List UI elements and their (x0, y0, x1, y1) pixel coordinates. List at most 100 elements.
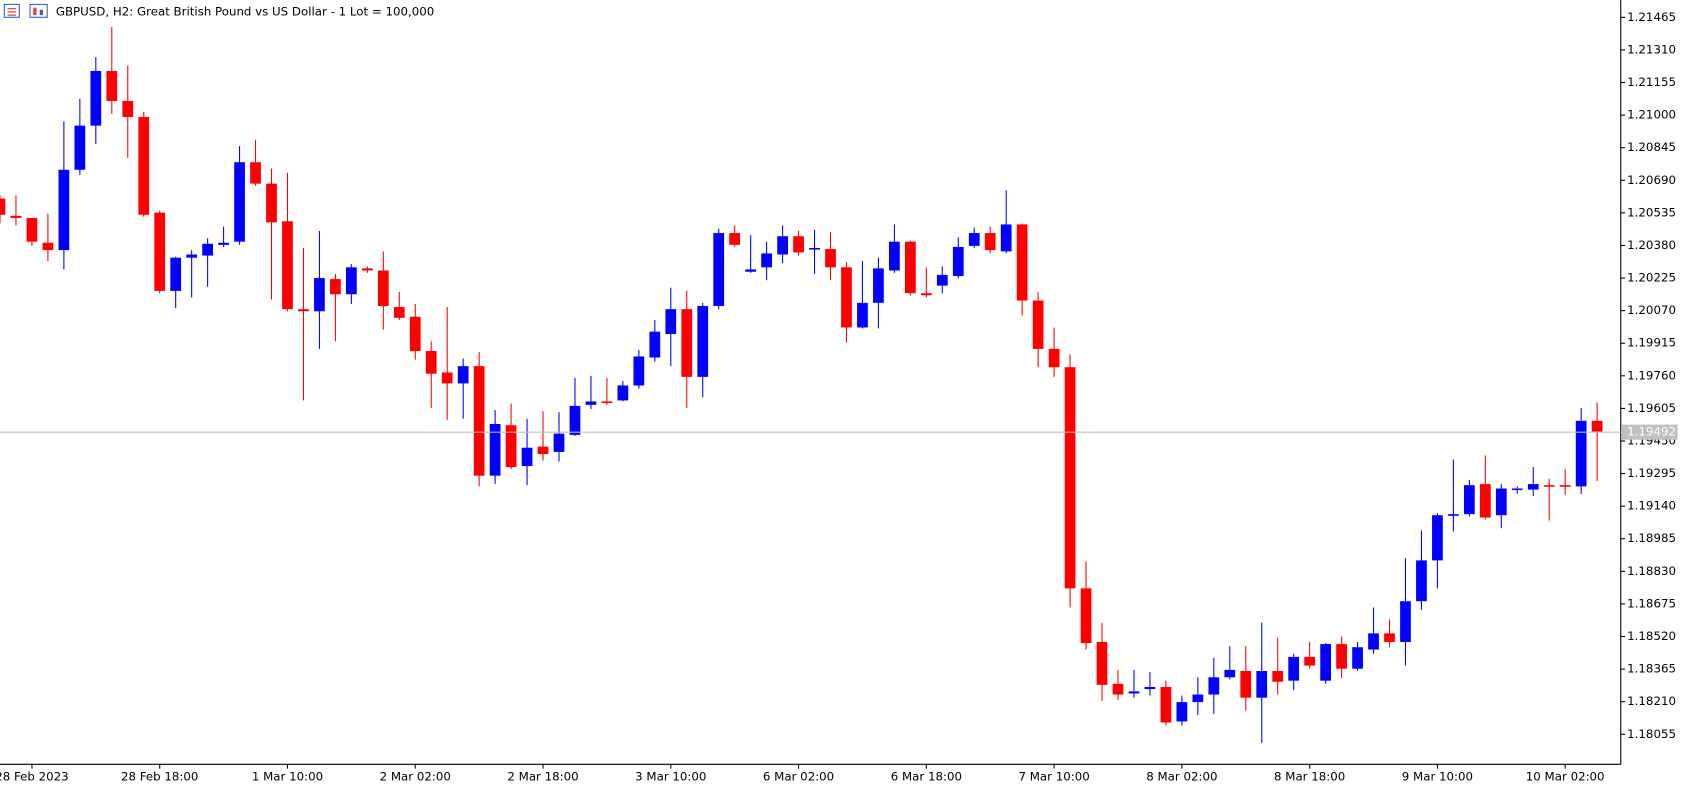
candle-body (218, 242, 229, 245)
candle-body (1112, 683, 1124, 695)
candle-body (601, 401, 613, 404)
y-tick-label: 1.20380 (1627, 238, 1676, 252)
candle-body (234, 162, 245, 242)
x-tick-label: 28 Feb 2023 (0, 770, 69, 784)
candle-body (1128, 691, 1140, 694)
candle-body (1016, 224, 1028, 301)
candle-body (1368, 633, 1379, 650)
x-tick-label: 2 Mar 18:00 (507, 770, 578, 784)
candle-body (1080, 588, 1092, 644)
candle-body (649, 331, 661, 358)
candle-body (761, 253, 772, 268)
candle-body (1320, 644, 1331, 681)
x-tick-label: 6 Mar 18:00 (891, 770, 962, 784)
candle-body (1495, 488, 1507, 516)
candle-body (889, 241, 900, 271)
candle-body (1559, 485, 1571, 487)
candle-body (266, 183, 277, 223)
candle-body (106, 70, 118, 102)
candle-body (569, 405, 581, 435)
chart-title: GBPUSD, H2: Great British Pound vs US Do… (56, 4, 434, 18)
candle-body (633, 356, 645, 386)
candle-body (425, 351, 437, 374)
candle-body (202, 243, 213, 256)
candle-body (1384, 633, 1395, 642)
candle-body (154, 212, 166, 291)
candle-body (346, 267, 357, 295)
x-tick-label: 3 Mar 10:00 (635, 770, 706, 784)
candle-body (1543, 485, 1555, 487)
candle-body (1448, 514, 1459, 516)
candle-body (1240, 670, 1252, 698)
candle-body (1096, 641, 1108, 685)
candle-body (841, 267, 852, 328)
candle-body (920, 293, 932, 296)
candle-body (1048, 348, 1060, 368)
candle-body (521, 447, 533, 467)
candle-body (697, 306, 709, 377)
candle-body (1304, 656, 1316, 666)
y-tick-label: 1.20535 (1627, 205, 1676, 219)
candle-body (681, 309, 693, 377)
candle-body (537, 446, 549, 455)
candle-body (1176, 702, 1188, 722)
candle-body (617, 385, 629, 401)
candle-body (473, 366, 485, 476)
candle-body (298, 309, 309, 312)
y-tick-label: 1.18675 (1627, 596, 1676, 610)
candle-body (282, 221, 293, 310)
candle-body (777, 236, 788, 255)
candle-body (904, 241, 916, 294)
candle-body (968, 233, 980, 246)
y-tick-label: 1.19760 (1627, 368, 1676, 382)
candle-body (505, 425, 517, 468)
candle-body (170, 257, 182, 291)
y-tick-label: 1.19605 (1627, 401, 1676, 415)
candle-body (10, 215, 22, 218)
candle-body (1432, 515, 1443, 561)
candle-body (74, 125, 86, 170)
candle-body (42, 242, 54, 251)
candle-body (1032, 300, 1044, 349)
candle-body (1527, 484, 1539, 490)
icon-bar (39, 9, 43, 16)
candle-body (1160, 686, 1172, 723)
y-tick-label: 1.21155 (1627, 75, 1676, 89)
candle-body (1575, 420, 1587, 487)
x-tick-label: 7 Mar 10:00 (1018, 770, 1089, 784)
candle-body (729, 233, 741, 245)
candle-body (361, 268, 373, 271)
candle-body (809, 247, 820, 250)
y-tick-label: 1.18520 (1627, 629, 1676, 643)
y-tick-label: 1.21310 (1627, 42, 1676, 56)
x-tick-label: 6 Mar 02:00 (763, 770, 834, 784)
y-tick-label: 1.19295 (1627, 466, 1676, 480)
candle-body (873, 268, 884, 303)
icon-bar (33, 7, 37, 16)
candle-body (457, 366, 469, 384)
x-tick-label: 8 Mar 02:00 (1146, 770, 1217, 784)
icon-chart (29, 3, 48, 18)
candle-body (1272, 670, 1284, 682)
candle-body (314, 278, 325, 312)
candle-body (1463, 485, 1475, 515)
y-tick-label: 1.18210 (1627, 694, 1676, 708)
candle-body (1208, 677, 1220, 695)
candle-body (1144, 686, 1156, 690)
candle-body (1256, 670, 1268, 698)
y-tick-label: 1.18985 (1627, 531, 1676, 545)
candle-body (393, 307, 405, 318)
x-tick-label: 10 Mar 02:00 (1526, 770, 1605, 784)
icon-list (3, 3, 20, 18)
candle-body (1336, 644, 1347, 669)
candle-body (857, 302, 868, 328)
candle-body (553, 433, 565, 452)
candle-body (1192, 694, 1204, 703)
y-tick-label: 1.18055 (1627, 727, 1676, 741)
candle-body (1511, 488, 1523, 491)
x-tick-label: 1 Mar 10:00 (252, 770, 323, 784)
last-price-box (1621, 424, 1678, 440)
